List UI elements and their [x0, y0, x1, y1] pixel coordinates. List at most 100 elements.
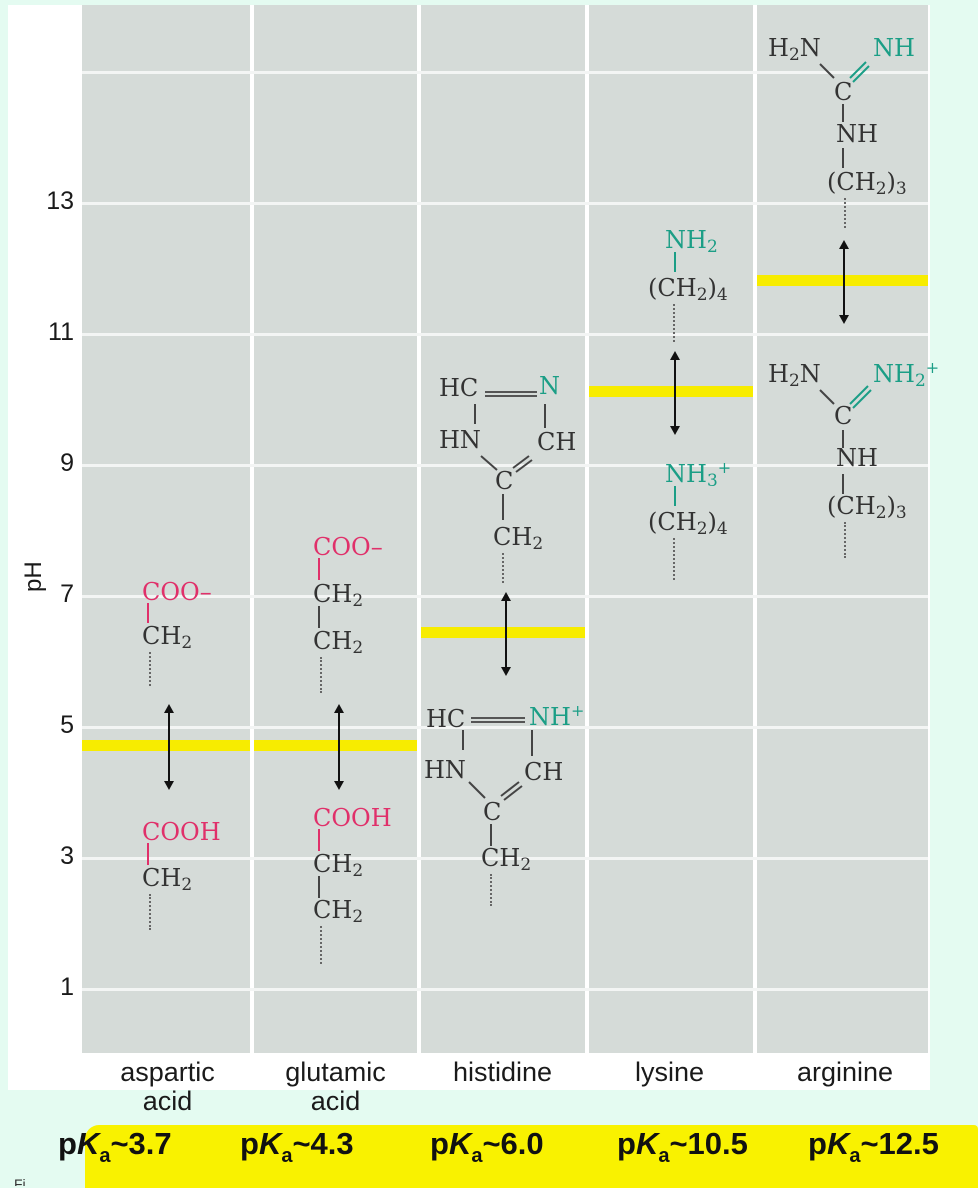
bond — [147, 603, 149, 623]
column-label-lysine: lysine — [634, 1057, 705, 1087]
column-label-glutamic-acid: glutamic acid — [285, 1057, 386, 1116]
gridline-ph-3 — [82, 857, 928, 860]
lys-ch2-4-low: (CH2)4 — [648, 508, 728, 539]
imidazolium-bonds — [462, 717, 533, 846]
guanidino-bonds-low — [819, 385, 872, 494]
asp-coo-minus: COO– — [142, 578, 212, 606]
bond — [318, 606, 320, 628]
column-label-aspartic-acid: aspartic acid — [120, 1057, 215, 1116]
pka-bar-aspartic — [82, 740, 250, 751]
pka-label-lysine: pKa~10.5 — [617, 1126, 748, 1167]
plot-area — [82, 5, 928, 1053]
pka-bar-glutamic — [254, 740, 417, 751]
glu-ch2-d: CH2 — [313, 896, 364, 927]
backbone-dots — [320, 926, 322, 964]
pka-bar-arginine — [757, 275, 928, 286]
y-tick-13: 13 — [46, 187, 74, 215]
his-ch2-plus: CH2 — [481, 844, 532, 875]
backbone-dots — [673, 538, 675, 580]
column-divider — [753, 5, 757, 1053]
bond — [147, 843, 149, 865]
arg-nh2-plus: NH2+ — [873, 358, 940, 391]
arg-ch2-3-low: (CH2)3 — [827, 492, 907, 523]
his-c: C — [495, 467, 514, 495]
bond — [674, 252, 676, 272]
pka-label-aspartic: pKa~3.7 — [58, 1126, 172, 1167]
equilibrium-arrow-icon — [164, 704, 174, 790]
y-tick-9: 9 — [60, 449, 74, 477]
glu-ch2-b: CH2 — [313, 627, 364, 658]
lys-nh2: NH2 — [665, 226, 718, 257]
pka-bar-histidine — [421, 627, 585, 638]
his-ch2: CH2 — [493, 523, 544, 554]
his-hn: HN — [439, 426, 481, 454]
pka-bar-lysine — [589, 386, 753, 397]
gridline-ph-15 — [82, 71, 928, 74]
backbone-dots — [844, 522, 846, 558]
glu-coo-minus: COO– — [313, 533, 383, 561]
backbone-dots — [844, 198, 846, 228]
backbone-dots — [149, 894, 151, 930]
column-divider — [585, 5, 589, 1053]
arg-h2n-low: H2N — [768, 360, 821, 391]
arg-nh-chain-high: NH — [836, 120, 878, 148]
column-divider — [417, 5, 421, 1053]
asp-cooh: COOH — [142, 818, 221, 846]
arg-ch2-3-high: (CH2)3 — [827, 168, 907, 199]
backbone-dots — [320, 657, 322, 693]
his-hc: HC — [439, 374, 479, 402]
imidazole-bonds — [474, 391, 546, 520]
equilibrium-arrow-icon — [334, 704, 344, 790]
lys-ch2-4-high: (CH2)4 — [648, 274, 728, 305]
bond — [318, 558, 320, 580]
bond — [674, 486, 676, 506]
bond — [318, 829, 320, 851]
y-tick-5: 5 — [60, 711, 74, 739]
gridline-ph-5 — [82, 726, 928, 729]
gridline-ph-11 — [82, 333, 928, 336]
his-nh-plus: NH+ — [529, 701, 585, 731]
backbone-dots — [490, 874, 492, 906]
y-axis-label: pH — [20, 561, 47, 592]
lys-nh3-plus: NH3+ — [665, 458, 732, 491]
column-label-arginine: arginine — [796, 1057, 894, 1087]
arg-h2n-high: H2N — [768, 34, 821, 65]
y-tick-11: 11 — [48, 318, 74, 346]
backbone-dots — [673, 304, 675, 342]
asp-ch2-low: CH2 — [142, 864, 193, 895]
glu-cooh: COOH — [313, 804, 392, 832]
pka-label-arginine: pKa~12.5 — [808, 1126, 939, 1167]
glu-ch2-a: CH2 — [313, 580, 364, 611]
asp-ch2-high: CH2 — [142, 622, 193, 653]
equilibrium-arrow-icon — [501, 592, 511, 676]
gridline-ph-13 — [82, 202, 928, 205]
backbone-dots — [149, 652, 151, 686]
pka-label-glutamic: pKa~4.3 — [240, 1126, 354, 1167]
his-hc-plus: HC — [426, 705, 466, 733]
his-hn-plus: HN — [424, 756, 466, 784]
arg-nh-chain-low: NH — [836, 444, 878, 472]
pka-highlight — [85, 1125, 978, 1188]
column-divider — [250, 5, 254, 1053]
equilibrium-arrow-icon — [670, 351, 680, 435]
y-tick-1: 1 — [60, 973, 74, 1001]
column-label-histidine: histidine — [452, 1057, 553, 1087]
arg-c-low: C — [834, 402, 853, 430]
pka-label-histidine: pKa~6.0 — [430, 1126, 544, 1167]
his-ch-plus: CH — [524, 758, 564, 786]
y-tick-7: 7 — [60, 580, 74, 608]
gridline-ph-9 — [82, 464, 928, 467]
arg-c-high: C — [834, 78, 853, 106]
his-n: N — [539, 372, 560, 400]
equilibrium-arrow-icon — [839, 240, 849, 324]
arg-nh-high: NH — [873, 34, 915, 62]
guanidino-bonds-high — [819, 61, 870, 168]
his-c-plus: C — [483, 798, 502, 826]
backbone-dots — [502, 553, 504, 583]
gridline-ph-1 — [82, 988, 928, 991]
figure-caption-fragment: Fi — [14, 1176, 26, 1186]
his-ch: CH — [537, 428, 577, 456]
bond — [318, 876, 320, 898]
glu-ch2-c: CH2 — [313, 850, 364, 881]
y-tick-3: 3 — [60, 842, 74, 870]
